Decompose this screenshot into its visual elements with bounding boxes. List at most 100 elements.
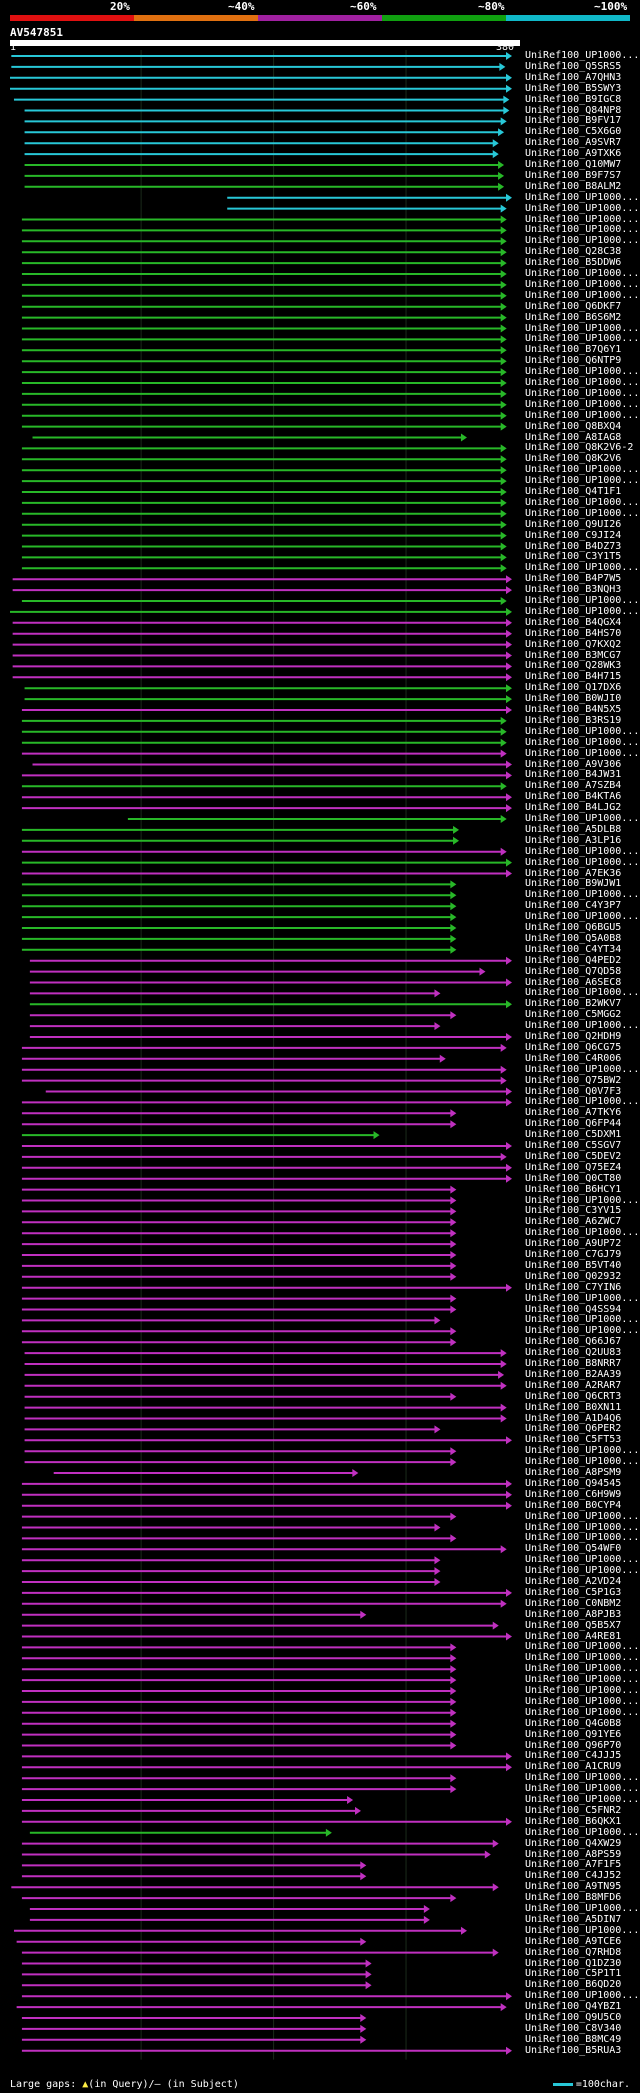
hit-label[interactable]: UniRef100_B8NRR7 [525, 1358, 622, 1369]
hit-label[interactable]: UniRef100_B9F7S7 [525, 169, 622, 181]
hit-label[interactable]: UniRef100_UP1000... [525, 1532, 640, 1544]
hit-label[interactable]: UniRef100_B3MCG7 [525, 649, 622, 661]
hit-label[interactable]: UniRef100_B4N5X5 [525, 704, 622, 715]
hit-label[interactable]: UniRef100_UP1000... [525, 845, 640, 857]
hit-label[interactable]: UniRef100_A9V306 [525, 758, 622, 770]
hit-label[interactable]: UniRef100_Q02932 [525, 1270, 622, 1282]
hit-label[interactable]: UniRef100_Q4YBZ1 [525, 2001, 622, 2013]
hit-label[interactable]: UniRef100_Q5B5X7 [525, 1619, 622, 1631]
hit-label[interactable]: UniRef100_A7F1F5 [525, 1859, 622, 1871]
hit-label[interactable]: UniRef100_UP1000... [525, 1663, 640, 1675]
hit-label[interactable]: UniRef100_A5DIN7 [525, 1913, 622, 1925]
hit-label[interactable]: UniRef100_B4DZ73 [525, 540, 622, 552]
hit-label[interactable]: UniRef100_Q6PER2 [525, 1423, 622, 1435]
hit-label[interactable]: UniRef100_UP1000... [525, 50, 640, 61]
hit-label[interactable]: UniRef100_UP1000... [525, 1445, 640, 1457]
hit-label[interactable]: UniRef100_UP1000... [525, 366, 640, 378]
hit-label[interactable]: UniRef100_UP1000... [525, 278, 640, 290]
hit-label[interactable]: UniRef100_Q4T1F1 [525, 486, 622, 497]
hit-label[interactable]: UniRef100_UP1000... [525, 1194, 640, 1206]
hit-label[interactable]: UniRef100_Q6CRT3 [525, 1390, 622, 1402]
hit-label[interactable]: UniRef100_UP1000... [525, 1554, 640, 1566]
hit-label[interactable]: UniRef100_UP1000... [525, 235, 640, 247]
hit-label[interactable]: UniRef100_A9TCE6 [525, 1935, 622, 1947]
hit-label[interactable]: UniRef100_B4P7W5 [525, 573, 622, 585]
hit-label[interactable]: UniRef100_Q96P70 [525, 1739, 622, 1751]
hit-label[interactable]: UniRef100_C5DEV2 [525, 1150, 622, 1162]
hit-label[interactable]: UniRef100_B7Q6Y1 [525, 344, 622, 356]
hit-label[interactable]: UniRef100_UP1000... [525, 475, 640, 487]
hit-label[interactable]: UniRef100_B8MC49 [525, 2033, 622, 2045]
hit-label[interactable]: UniRef100_UP1000... [525, 1794, 640, 1805]
hit-label[interactable]: UniRef100_Q4G0B8 [525, 1717, 622, 1729]
hit-label[interactable]: UniRef100_UP1000... [525, 1292, 640, 1304]
hit-label[interactable]: UniRef100_UP1000... [525, 856, 640, 868]
hit-label[interactable]: UniRef100_UP1000... [525, 1685, 640, 1696]
hit-label[interactable]: UniRef100_Q75EZ4 [525, 1161, 622, 1173]
hit-label[interactable]: UniRef100_UP1000... [525, 1695, 640, 1707]
hit-label[interactable]: UniRef100_C0NBM2 [525, 1597, 622, 1609]
hit-label[interactable]: UniRef100_C3Y1T5 [525, 551, 622, 563]
hit-label[interactable]: UniRef100_UP1000... [525, 1903, 640, 1914]
hit-label[interactable]: UniRef100_C5FT53 [525, 1434, 622, 1446]
hit-label[interactable]: UniRef100_Q75BW2 [525, 1074, 622, 1086]
hit-label[interactable]: UniRef100_B5VT40 [525, 1259, 622, 1271]
hit-label[interactable]: UniRef100_UP1000... [525, 987, 640, 999]
hit-label[interactable]: UniRef100_B6S6M2 [525, 311, 622, 323]
hit-label[interactable]: UniRef100_UP1000... [525, 1652, 640, 1664]
hit-label[interactable]: UniRef100_A8PSM9 [525, 1467, 622, 1478]
hit-label[interactable]: UniRef100_Q6BGU5 [525, 922, 622, 933]
hit-label[interactable]: UniRef100_Q9U5C0 [525, 2012, 622, 2023]
hit-label[interactable]: UniRef100_UP1000... [525, 322, 640, 334]
hit-label[interactable]: UniRef100_UP1000... [525, 1783, 640, 1795]
hit-label[interactable]: UniRef100_UP1000... [525, 1641, 640, 1653]
hit-label[interactable]: UniRef100_UP1000... [525, 595, 640, 606]
hit-label[interactable]: UniRef100_UP1000... [525, 1314, 640, 1326]
hit-label[interactable]: UniRef100_UP1000... [525, 725, 640, 737]
hit-label[interactable]: UniRef100_UP1000... [525, 202, 640, 214]
hit-label[interactable]: UniRef100_B9FV17 [525, 115, 622, 127]
hit-label[interactable]: UniRef100_Q0V7F3 [525, 1085, 622, 1097]
hit-label[interactable]: UniRef100_Q4SS94 [525, 1303, 622, 1315]
hit-label[interactable]: UniRef100_UP1000... [525, 1063, 640, 1075]
hit-label[interactable]: UniRef100_C4R006 [525, 1052, 622, 1064]
hit-label[interactable]: UniRef100_UP1000... [525, 213, 640, 225]
hit-label[interactable]: UniRef100_B9WJW1 [525, 878, 622, 890]
hit-label[interactable]: UniRef100_UP1000... [525, 1565, 640, 1577]
hit-label[interactable]: UniRef100_C9JI24 [525, 529, 622, 541]
hit-label[interactable]: UniRef100_A1D4Q6 [525, 1412, 622, 1424]
hit-label[interactable]: UniRef100_B4JW31 [525, 769, 622, 781]
hit-label[interactable]: UniRef100_Q7KXQ2 [525, 638, 622, 650]
hit-label[interactable]: UniRef100_B4H715 [525, 671, 622, 683]
hit-label[interactable]: UniRef100_UP1000... [525, 377, 640, 388]
hit-label[interactable]: UniRef100_Q1DZ30 [525, 1957, 622, 1969]
hit-label[interactable]: UniRef100_C7GJ79 [525, 1249, 622, 1260]
hit-label[interactable]: UniRef100_Q84NP8 [525, 104, 622, 116]
hit-label[interactable]: UniRef100_UP1000... [525, 1521, 640, 1533]
hit-label[interactable]: UniRef100_Q4XW29 [525, 1837, 622, 1849]
hit-label[interactable]: UniRef100_Q4PED2 [525, 954, 622, 966]
hit-label[interactable]: UniRef100_A2RAR7 [525, 1379, 622, 1391]
hit-label[interactable]: UniRef100_Q9UI26 [525, 518, 622, 530]
hit-label[interactable]: UniRef100_UP1000... [525, 387, 640, 399]
hit-label[interactable]: UniRef100_C5MGG2 [525, 1009, 622, 1021]
hit-label[interactable]: UniRef100_UP1000... [525, 398, 640, 410]
hit-label[interactable]: UniRef100_Q5A0B8 [525, 932, 622, 944]
hit-label[interactable]: UniRef100_C5P1T1 [525, 1968, 622, 1980]
hit-label[interactable]: UniRef100_UP1000... [525, 1772, 640, 1784]
hit-label[interactable]: UniRef100_A1CRU9 [525, 1761, 622, 1773]
hit-label[interactable]: UniRef100_A2VD24 [525, 1576, 622, 1587]
hit-label[interactable]: UniRef100_A9SVR7 [525, 137, 622, 149]
hit-label[interactable]: UniRef100_B2AA39 [525, 1368, 622, 1380]
hit-label[interactable]: UniRef100_C7YIN6 [525, 1281, 622, 1293]
hit-label[interactable]: UniRef100_B3NQH3 [525, 584, 622, 596]
hit-label[interactable]: UniRef100_B6QD20 [525, 1979, 622, 1991]
hit-label[interactable]: UniRef100_B4QGX4 [525, 616, 622, 628]
hit-label[interactable]: UniRef100_A3LP16 [525, 834, 622, 846]
hit-label[interactable]: UniRef100_C5X6G0 [525, 126, 622, 138]
hit-label[interactable]: UniRef100_C6H9W9 [525, 1488, 622, 1500]
hit-label[interactable]: UniRef100_C4JJ52 [525, 1870, 622, 1882]
hit-label[interactable]: UniRef100_B8ALM2 [525, 180, 622, 192]
hit-label[interactable]: UniRef100_UP1000... [525, 1020, 640, 1032]
hit-label[interactable]: UniRef100_UP1000... [525, 605, 640, 617]
